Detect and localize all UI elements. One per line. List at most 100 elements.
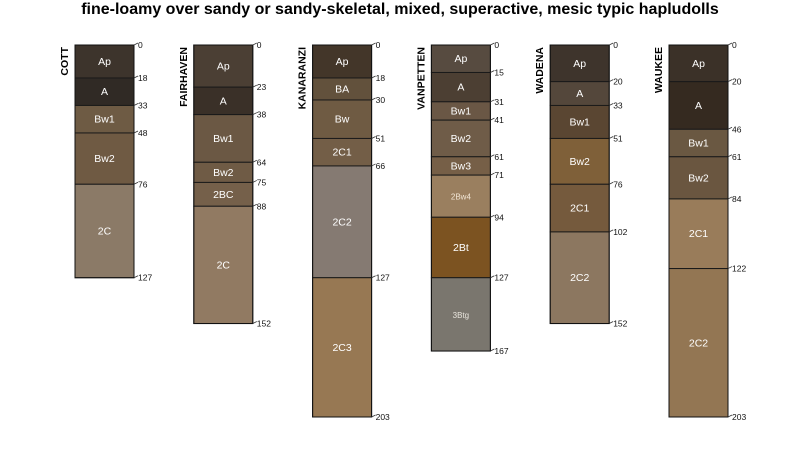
horizon-label: 2C	[217, 259, 231, 271]
depth-tick	[490, 172, 495, 176]
depth-label: 167	[494, 346, 508, 356]
horizon-label: 3Btg	[453, 311, 469, 320]
depth-label: 33	[138, 100, 148, 110]
depth-tick	[133, 75, 139, 79]
horizon-label: 2C2	[332, 216, 351, 228]
depth-label: 84	[732, 194, 742, 204]
depth-tick	[609, 229, 614, 233]
horizon-fairhaven-a	[193, 86, 254, 116]
horizon-cott-2c	[74, 183, 135, 279]
depth-tick	[371, 414, 376, 418]
depth-label: 0	[257, 40, 262, 50]
depth-tick	[252, 84, 257, 88]
horizon-label: 2C2	[689, 337, 708, 349]
depth-label: 88	[257, 201, 267, 211]
horizon-label: Ap	[692, 58, 705, 70]
horizon-vanpetten-ap	[430, 44, 491, 73]
depth-label: 46	[732, 124, 742, 134]
depth-tick	[727, 42, 733, 46]
depth-label: 51	[613, 133, 623, 143]
depth-label: 61	[732, 152, 742, 162]
horizon-waukee-2c1	[668, 198, 729, 270]
depth-label: 203	[732, 412, 746, 422]
horizon-label: Bw2	[569, 156, 590, 168]
profile-outline-fairhaven	[193, 44, 254, 325]
profile-outline-kanaranzi	[312, 44, 373, 418]
depth-label: 61	[494, 152, 504, 162]
horizon-waukee-a	[668, 81, 729, 130]
depth-label: 30	[376, 95, 386, 105]
depth-label: 76	[613, 179, 623, 189]
depth-label: 0	[138, 40, 143, 50]
profile-outline-vanpetten	[430, 44, 491, 352]
horizon-wadena-2c1	[549, 183, 610, 233]
horizon-label: 2C1	[689, 228, 708, 240]
depth-tick	[727, 126, 733, 130]
depth-tick	[609, 136, 614, 139]
depth-tick	[490, 99, 495, 103]
depth-tick	[727, 266, 733, 269]
horizon-waukee-bw1	[668, 128, 729, 158]
depth-label: 23	[257, 82, 267, 92]
horizon-label: A	[576, 88, 583, 100]
depth-tick	[252, 159, 257, 163]
horizon-fairhaven-2c	[193, 205, 254, 325]
horizon-label: Bw1	[569, 116, 590, 128]
depth-label: 20	[732, 77, 742, 87]
depth-tick	[490, 70, 495, 73]
horizon-label: Bw2	[451, 133, 472, 145]
depth-tick	[371, 136, 376, 139]
chart-title: fine-loamy over sandy or sandy-skeletal,…	[81, 1, 719, 18]
profile-name-waukee: WAUKEE	[653, 47, 665, 93]
horizon-label: Bw2	[688, 172, 709, 184]
depth-tick	[490, 42, 495, 46]
horizon-fairhaven-ap	[193, 44, 254, 88]
depth-tick	[252, 112, 257, 115]
horizon-fairhaven-bw1	[193, 114, 254, 163]
horizon-label: A	[695, 100, 702, 112]
horizon-vanpetten-2bw4	[430, 174, 491, 218]
horizon-label: A	[457, 82, 464, 94]
depth-label: 18	[138, 73, 148, 83]
horizon-vanpetten-bw2	[430, 119, 491, 158]
depth-tick	[609, 103, 614, 106]
profile-outline-waukee	[668, 44, 729, 418]
depth-label: 0	[732, 40, 737, 50]
horizon-label: Ap	[217, 61, 230, 73]
depth-label: 51	[376, 133, 386, 143]
depth-tick	[371, 75, 376, 79]
horizon-label: Bw1	[94, 114, 115, 126]
horizon-label: 2BC	[213, 189, 234, 201]
depth-label: 0	[613, 40, 618, 50]
horizon-kanaranzi-2c3	[312, 277, 373, 418]
depth-tick	[133, 181, 139, 185]
depth-label: 66	[376, 161, 386, 171]
depth-label: 71	[494, 170, 504, 180]
profile-name-fairhaven: FAIRHAVEN	[178, 47, 190, 107]
depth-label: 127	[376, 273, 390, 283]
depth-tick	[490, 117, 495, 121]
depth-tick	[252, 321, 257, 324]
depth-tick	[133, 42, 139, 46]
depth-label: 94	[494, 212, 504, 222]
depth-tick	[133, 130, 139, 134]
horizon-waukee-bw2	[668, 156, 729, 200]
depth-label: 75	[257, 177, 267, 187]
depth-label: 48	[138, 128, 148, 138]
horizon-label: Bw3	[451, 160, 472, 172]
horizon-label: Bw1	[451, 105, 472, 117]
depth-tick	[252, 180, 257, 183]
horizon-label: Bw2	[213, 167, 234, 179]
horizon-label: 2C3	[332, 342, 351, 354]
horizon-kanaranzi-2c2	[312, 165, 373, 279]
depth-label: 152	[613, 319, 627, 329]
depth-tick	[490, 154, 495, 158]
depth-tick	[727, 79, 733, 83]
profile-name-cott: COTT	[59, 46, 71, 75]
depth-label: 152	[257, 319, 271, 329]
depth-label: 15	[494, 67, 504, 77]
depth-tick	[609, 321, 614, 324]
horizon-label: Ap	[573, 58, 586, 70]
